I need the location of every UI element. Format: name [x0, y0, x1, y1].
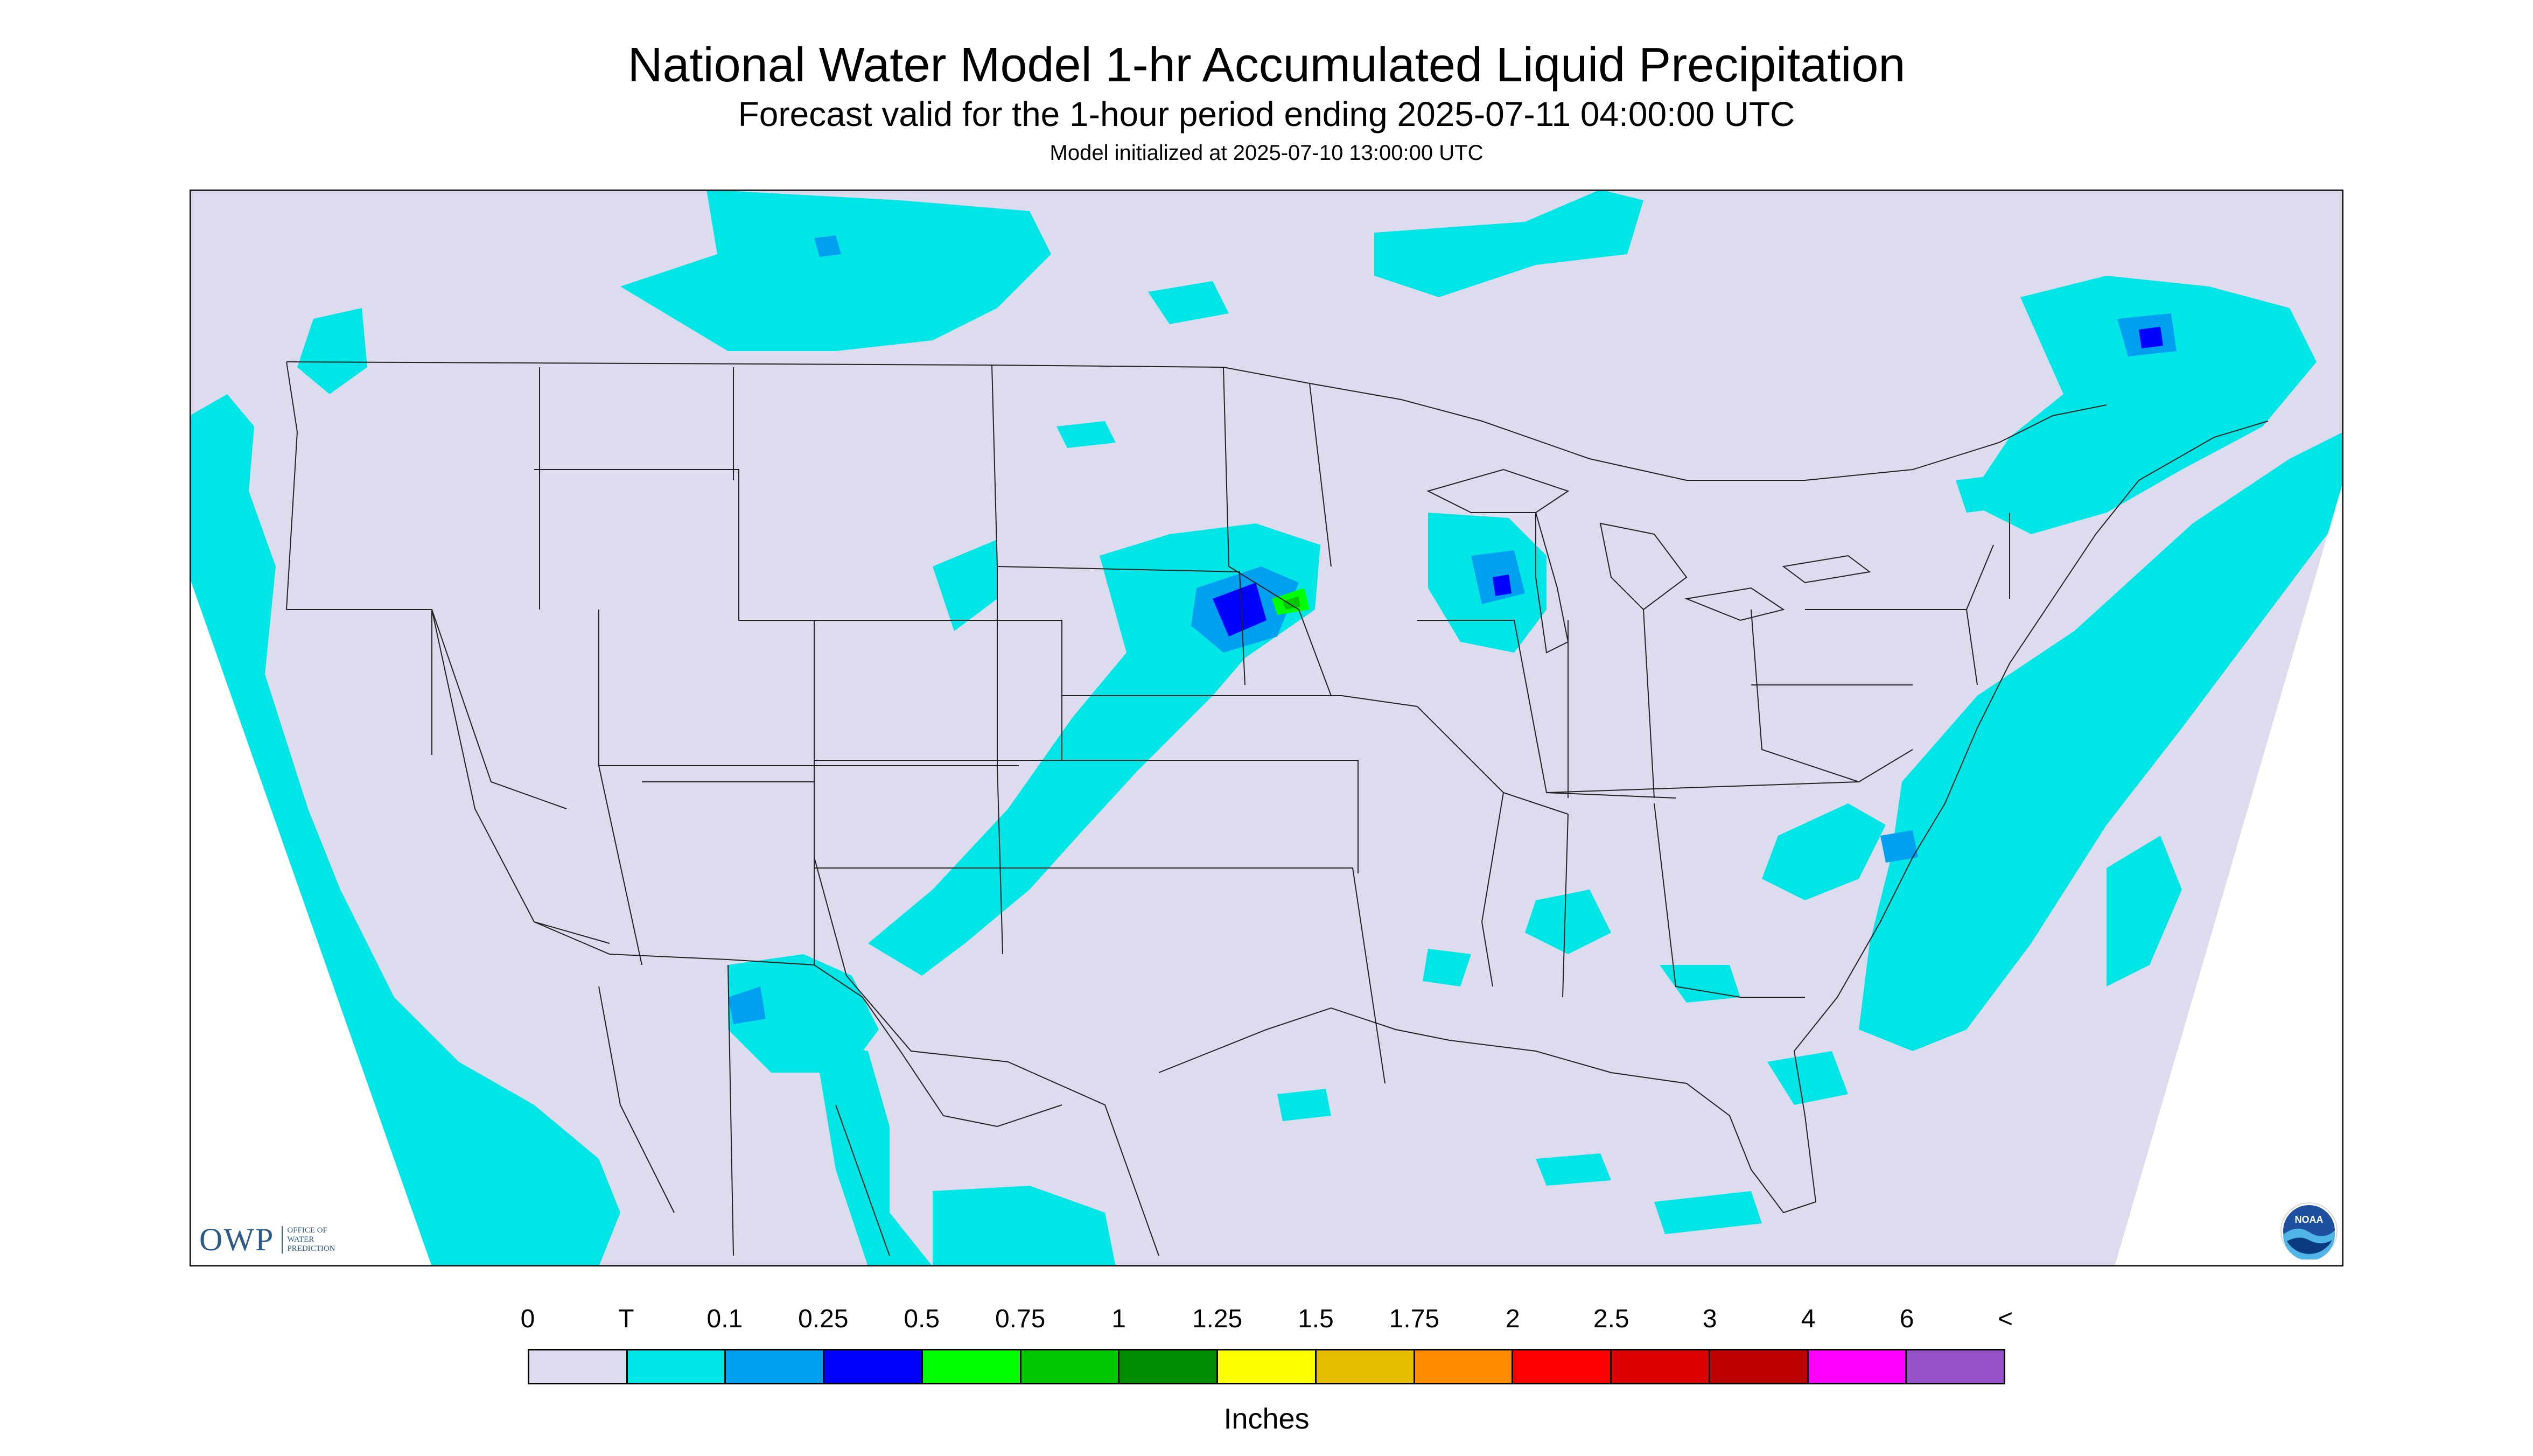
- forecast-valid-subtitle: Forecast valid for the 1-hour period end…: [738, 95, 1795, 134]
- legend-label: <: [1997, 1305, 2013, 1333]
- legend-swatch: [1119, 1350, 1219, 1383]
- owp-logo-sub: OFFICE OF WATER PREDICTION: [282, 1226, 335, 1254]
- legend-label: 0.25: [798, 1305, 849, 1333]
- legend-label: 1.75: [1389, 1305, 1440, 1333]
- legend-swatch: [1612, 1350, 1710, 1383]
- map-title: National Water Model 1-hr Accumulated Li…: [627, 38, 1906, 92]
- owp-logo-mark: OWP: [199, 1221, 275, 1257]
- legend-label: 0.1: [706, 1305, 743, 1333]
- legend-label: T: [618, 1305, 634, 1333]
- model-init-label: Model initialized at 2025-07-10 13:00:00…: [1049, 141, 1484, 165]
- owp-logo: OWP OFFICE OF WATER PREDICTION: [199, 1222, 335, 1257]
- legend-label: 1.5: [1298, 1305, 1334, 1333]
- legend-label: 0.5: [904, 1305, 940, 1333]
- legend-swatch: [1710, 1350, 1809, 1383]
- noaa-logo-text: NOAA: [2295, 1214, 2324, 1225]
- legend-swatch: [726, 1350, 825, 1383]
- legend-swatch: [1808, 1350, 1907, 1383]
- legend-label: 3: [1702, 1305, 1717, 1333]
- legend-swatch: [824, 1350, 923, 1383]
- legend-swatch: [1513, 1350, 1612, 1383]
- legend-swatch: [1316, 1350, 1415, 1383]
- legend-label: 1: [1111, 1305, 1126, 1333]
- legend-swatch: [1415, 1350, 1514, 1383]
- precip-overlay: [190, 190, 2343, 1266]
- legend-label: 0: [520, 1305, 535, 1333]
- legend-label: 2: [1505, 1305, 1520, 1333]
- legend-label: 2.5: [1593, 1305, 1629, 1333]
- legend-swatch: [1907, 1350, 2004, 1383]
- legend-label: 0.75: [995, 1305, 1046, 1333]
- legend-swatch: [922, 1350, 1021, 1383]
- precipitation-map: [190, 190, 2343, 1266]
- state-boundaries: [285, 361, 2269, 1256]
- legend-swatch: [1021, 1350, 1120, 1383]
- legend-swatch: [529, 1350, 628, 1383]
- legend-units: Inches: [1223, 1403, 1310, 1435]
- legend-label: 1.25: [1192, 1305, 1243, 1333]
- legend-label: 6: [1899, 1305, 1914, 1333]
- color-legend: [528, 1349, 2005, 1384]
- noaa-logo-icon: NOAA: [2280, 1202, 2338, 1261]
- legend-swatch: [627, 1350, 726, 1383]
- legend-labels: 0 T 0.1 0.25 0.5 0.75 1 1.25 1.5 1.75 2 2.5 3 4 6 <: [0, 1303, 2533, 1341]
- legend-swatch: [1218, 1350, 1317, 1383]
- legend-label: 4: [1801, 1305, 1816, 1333]
